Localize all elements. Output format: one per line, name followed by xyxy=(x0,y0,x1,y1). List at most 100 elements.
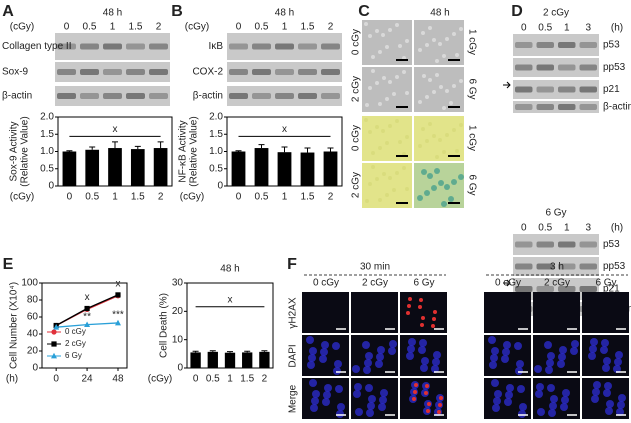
blot-band xyxy=(558,286,576,292)
nucleus xyxy=(432,358,440,366)
blot-band xyxy=(558,64,576,71)
dose-label: 2 xyxy=(156,22,162,33)
nucleus xyxy=(388,347,396,355)
blot-band xyxy=(536,263,554,270)
nucleus xyxy=(588,352,596,360)
error-bar xyxy=(244,350,251,353)
cell-texture xyxy=(371,69,375,73)
dose-label: 0 xyxy=(64,22,70,33)
cell-texture xyxy=(455,149,459,153)
cell-texture xyxy=(431,185,437,191)
nucleus xyxy=(379,396,387,404)
bar xyxy=(300,152,315,186)
blot-background xyxy=(227,86,342,106)
y-tick-label: 100 xyxy=(21,278,38,289)
cell-texture xyxy=(432,38,436,42)
foci xyxy=(438,403,442,407)
if-row-label: Merge xyxy=(288,384,299,413)
blot-band xyxy=(558,42,576,48)
bar xyxy=(153,148,168,186)
x-tick-label: 1 xyxy=(112,192,118,203)
nucleus xyxy=(320,348,328,356)
nucleus xyxy=(420,364,428,372)
blot-band xyxy=(321,69,340,75)
cell-texture xyxy=(382,172,386,176)
blot-band xyxy=(515,86,533,93)
time-unit: (h) xyxy=(611,23,623,34)
micrograph-time: 48 h xyxy=(430,8,449,19)
cell-texture xyxy=(381,33,385,37)
nucleus xyxy=(560,403,568,411)
nucleus xyxy=(505,391,513,399)
foci xyxy=(406,311,410,315)
blot-band xyxy=(57,43,76,50)
panel-label: C xyxy=(358,3,370,20)
blot-row-label: β-actin xyxy=(193,91,223,102)
panel-label: E xyxy=(3,256,14,273)
nucleus xyxy=(333,367,341,375)
blot-band xyxy=(321,93,340,99)
nucleus xyxy=(308,354,316,362)
error-bar xyxy=(227,351,233,353)
cell-texture xyxy=(398,44,402,48)
nucleus xyxy=(307,361,315,369)
nucleus xyxy=(322,398,330,406)
nucleus xyxy=(335,385,343,393)
cell-texture xyxy=(449,101,453,105)
blot-band xyxy=(149,43,168,50)
cell-texture xyxy=(424,190,430,196)
x-axis-label: (cGy) xyxy=(180,192,204,203)
x-tick-label: 0 xyxy=(67,192,73,203)
blot-background xyxy=(513,34,599,56)
x-tick-label: 0.5 xyxy=(255,192,269,203)
cell-texture xyxy=(438,42,442,46)
blot-band xyxy=(252,93,271,99)
cell-texture xyxy=(398,140,402,144)
nucleus xyxy=(489,361,497,369)
foci xyxy=(425,384,429,388)
x-tick-label: 2 xyxy=(328,192,334,203)
nucleus xyxy=(310,404,318,412)
nucleus xyxy=(311,397,319,405)
bar xyxy=(62,151,77,186)
nucleus xyxy=(418,346,426,354)
y-axis-label: NF-κB Activity xyxy=(178,120,189,182)
cell-texture xyxy=(405,39,409,43)
bar xyxy=(277,152,292,186)
error-bar xyxy=(261,350,268,352)
cell-texture xyxy=(442,106,446,110)
nucleus xyxy=(518,410,526,418)
blot-band xyxy=(229,93,248,99)
if-dose: 0 cGy xyxy=(495,278,521,289)
fluorescence-image xyxy=(533,292,580,333)
nucleus xyxy=(558,353,566,361)
bar xyxy=(85,149,100,186)
x-tick-label: 0 xyxy=(236,192,242,203)
dose-label: 0 xyxy=(236,22,242,33)
micrograph xyxy=(414,67,464,112)
cell-texture xyxy=(421,169,427,175)
y-tick-label: 2.0 xyxy=(40,112,54,123)
cell-texture xyxy=(425,43,429,47)
bar xyxy=(259,351,270,368)
blot-row-label: p53 xyxy=(603,239,620,250)
dose-label: 0.5 xyxy=(83,22,97,33)
bar xyxy=(254,148,269,186)
nucleus xyxy=(604,382,612,390)
panel-label: D xyxy=(511,3,523,20)
cell-texture xyxy=(418,144,422,148)
blot-dose: 2 cGy xyxy=(543,8,569,19)
micrograph-label: 2 cGy xyxy=(351,76,362,102)
nucleus xyxy=(601,339,609,347)
annotation: x xyxy=(282,124,287,135)
cell-texture xyxy=(368,34,372,38)
nucleus xyxy=(408,338,416,346)
nucleus xyxy=(492,404,500,412)
cell-texture xyxy=(418,48,422,52)
if-dose: 0 cGy xyxy=(313,278,339,289)
foci xyxy=(419,298,423,302)
blot-band xyxy=(515,104,533,110)
blot-band xyxy=(103,69,122,75)
cell-texture xyxy=(451,179,457,185)
micrograph-label: 0 cGy xyxy=(351,125,362,151)
